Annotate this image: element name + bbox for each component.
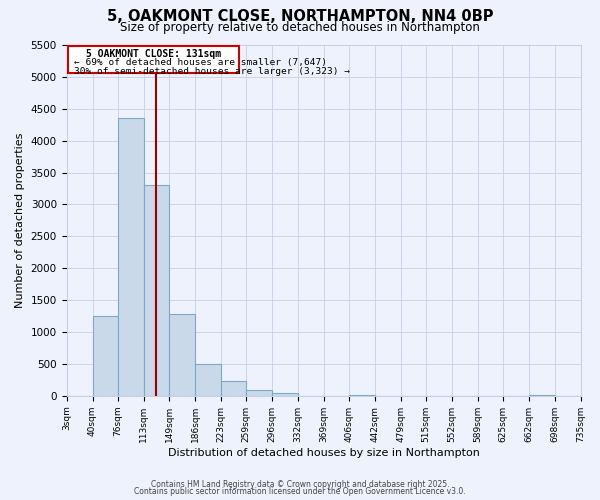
Bar (68, 46, 239, 73)
Bar (529, 395, 554, 396)
Y-axis label: Number of detached properties: Number of detached properties (15, 132, 25, 308)
Bar (272, 392, 298, 396)
Bar (246, 390, 272, 396)
Bar (144, 186, 169, 396)
Text: ← 69% of detached houses are smaller (7,647): ← 69% of detached houses are smaller (7,… (74, 58, 326, 67)
Bar (92, 316, 118, 396)
Text: 5 OAKMONT CLOSE: 131sqm: 5 OAKMONT CLOSE: 131sqm (86, 50, 221, 59)
Text: 5, OAKMONT CLOSE, NORTHAMPTON, NN4 0BP: 5, OAKMONT CLOSE, NORTHAMPTON, NN4 0BP (107, 9, 493, 24)
Bar (195, 364, 221, 396)
Text: Contains HM Land Registry data © Crown copyright and database right 2025.: Contains HM Land Registry data © Crown c… (151, 480, 449, 489)
Text: Contains public sector information licensed under the Open Government Licence v3: Contains public sector information licen… (134, 488, 466, 496)
Text: Size of property relative to detached houses in Northampton: Size of property relative to detached ho… (120, 21, 480, 34)
Bar (221, 381, 246, 396)
Bar (169, 314, 195, 396)
X-axis label: Distribution of detached houses by size in Northampton: Distribution of detached houses by size … (167, 448, 479, 458)
Bar (118, 118, 144, 396)
Text: 30% of semi-detached houses are larger (3,323) →: 30% of semi-detached houses are larger (… (74, 66, 350, 76)
Bar (349, 394, 375, 396)
